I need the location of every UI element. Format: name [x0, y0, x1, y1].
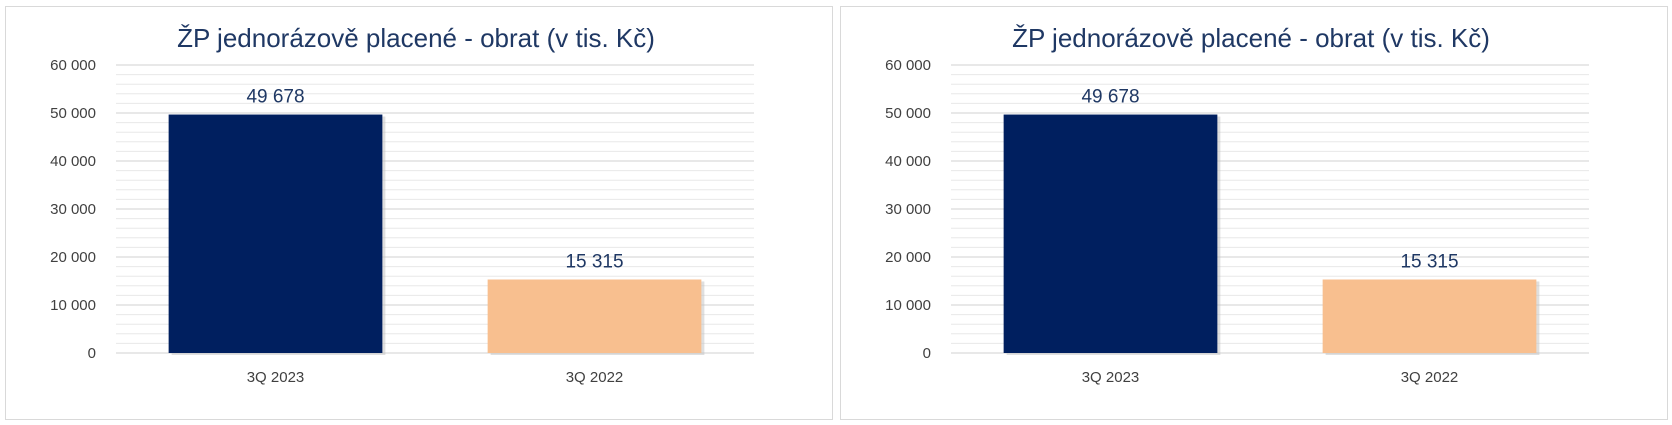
bar-chart-left: ŽP jednorázově placené - obrat (v tis. K…: [50, 23, 754, 386]
y-tick-label: 30 000: [50, 201, 96, 218]
chart-title: ŽP jednorázově placené - obrat (v tis. K…: [1012, 23, 1490, 53]
data-label: 15 315: [565, 251, 623, 272]
bar-2: [487, 279, 702, 353]
y-tick-label: 20 000: [885, 249, 931, 266]
y-tick-label: 40 000: [50, 153, 96, 170]
chart-title: ŽP jednorázově placené - obrat (v tis. K…: [177, 23, 655, 53]
data-label: 49 678: [1081, 87, 1139, 108]
chart-panel-right: ŽP jednorázově placené - obrat (v tis. K…: [840, 6, 1668, 420]
bar-1: [1003, 114, 1218, 354]
chart-panel-left: ŽP jednorázově placené - obrat (v tis. K…: [5, 6, 833, 420]
x-category-label: 3Q 2023: [1082, 369, 1140, 386]
y-tick-label: 40 000: [885, 153, 931, 170]
x-category-label: 3Q 2022: [566, 369, 624, 386]
y-tick-label: 50 000: [50, 105, 96, 122]
bar-chart-right: ŽP jednorázově placené - obrat (v tis. K…: [885, 23, 1589, 386]
y-tick-label: 10 000: [50, 297, 96, 314]
y-tick-label: 20 000: [50, 249, 96, 266]
bar-1: [168, 114, 383, 354]
x-category-label: 3Q 2022: [1401, 369, 1459, 386]
y-tick-label: 60 000: [50, 57, 96, 74]
data-label: 15 315: [1400, 251, 1458, 272]
y-tick-label: 50 000: [885, 105, 931, 122]
y-tick-label: 0: [88, 345, 96, 362]
x-category-label: 3Q 2023: [247, 369, 305, 386]
y-tick-label: 60 000: [885, 57, 931, 74]
y-tick-label: 10 000: [885, 297, 931, 314]
data-label: 49 678: [246, 87, 304, 108]
y-tick-label: 0: [923, 345, 931, 362]
bar-2: [1322, 279, 1537, 353]
y-tick-label: 30 000: [885, 201, 931, 218]
